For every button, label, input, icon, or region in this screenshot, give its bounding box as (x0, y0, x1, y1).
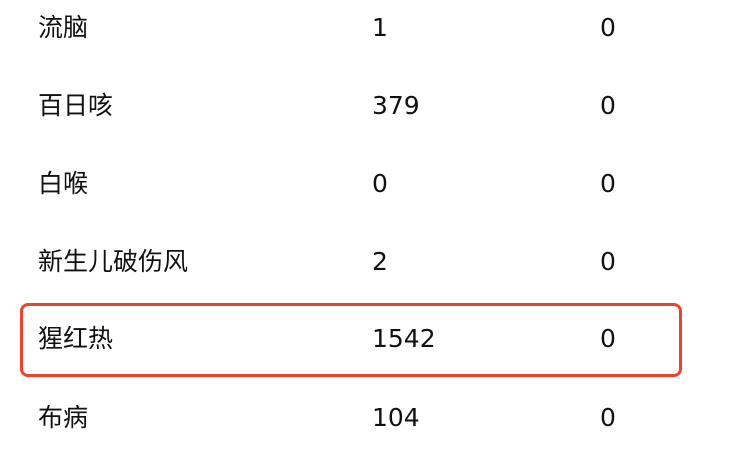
disease-name: 布病 (38, 403, 89, 432)
highlight-box (20, 303, 682, 377)
disease-name: 百日咳 (38, 91, 114, 120)
death-count: 0 (600, 247, 616, 276)
table-row: 新生儿破伤风 2 0 (0, 242, 750, 282)
table-row: 布病 104 0 (0, 398, 750, 438)
table-row: 流脑 1 0 (0, 8, 750, 48)
case-count: 0 (372, 169, 388, 198)
disease-name: 新生儿破伤风 (38, 247, 189, 276)
table-row: 白喉 0 0 (0, 164, 750, 204)
case-count: 1 (372, 13, 388, 42)
death-count: 0 (600, 324, 616, 353)
death-count: 0 (600, 91, 616, 120)
table-row: 百日咳 379 0 (0, 86, 750, 126)
death-count: 0 (600, 13, 616, 42)
disease-name: 猩红热 (38, 324, 114, 353)
case-count: 104 (372, 403, 420, 432)
case-count: 2 (372, 247, 388, 276)
disease-name: 白喉 (38, 169, 89, 198)
table-row-highlighted: 猩红热 1542 0 (0, 319, 750, 359)
case-count: 379 (372, 91, 420, 120)
case-count: 1542 (372, 324, 436, 353)
disease-name: 流脑 (38, 13, 89, 42)
death-count: 0 (600, 403, 616, 432)
death-count: 0 (600, 169, 616, 198)
